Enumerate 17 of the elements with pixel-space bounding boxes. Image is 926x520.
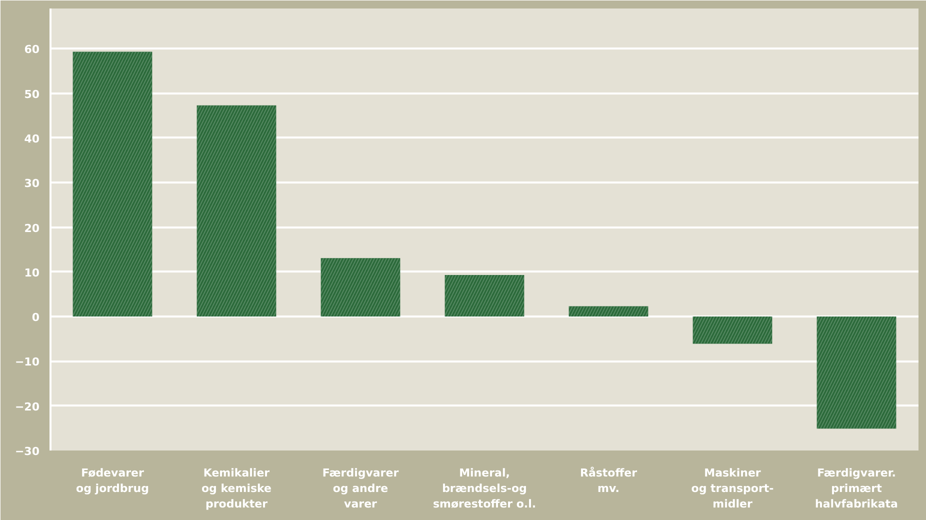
x-tick-label: Færdigvarer. primært halvfabrikata xyxy=(815,466,898,511)
x-tick-label: Fødevarer og jordbrug xyxy=(76,466,149,496)
y-tick-label: 30 xyxy=(24,177,40,190)
x-tick-label: Råstoffer mv. xyxy=(580,466,638,496)
x-tick-label: Kemikalier og kemiske produkter xyxy=(202,466,272,511)
y-tick-label: 10 xyxy=(24,266,40,280)
x-tick-label: Mineral, brændsels-og smørestoffer o.l. xyxy=(432,466,536,511)
y-tick-label: 60 xyxy=(24,43,40,56)
y-tick-label: −20 xyxy=(14,400,40,414)
y-tick-label: 40 xyxy=(24,132,40,146)
y-tick-label: 0 xyxy=(32,311,40,324)
y-tick-label: −30 xyxy=(14,445,40,458)
y-tick-label: 20 xyxy=(24,222,40,235)
x-tick-label: Færdigvarer og andre varer xyxy=(322,466,400,511)
y-tick-label: −10 xyxy=(14,356,40,369)
y-tick-label: 50 xyxy=(24,88,40,101)
x-tick-label: Maskiner og transport- midler xyxy=(691,466,774,511)
